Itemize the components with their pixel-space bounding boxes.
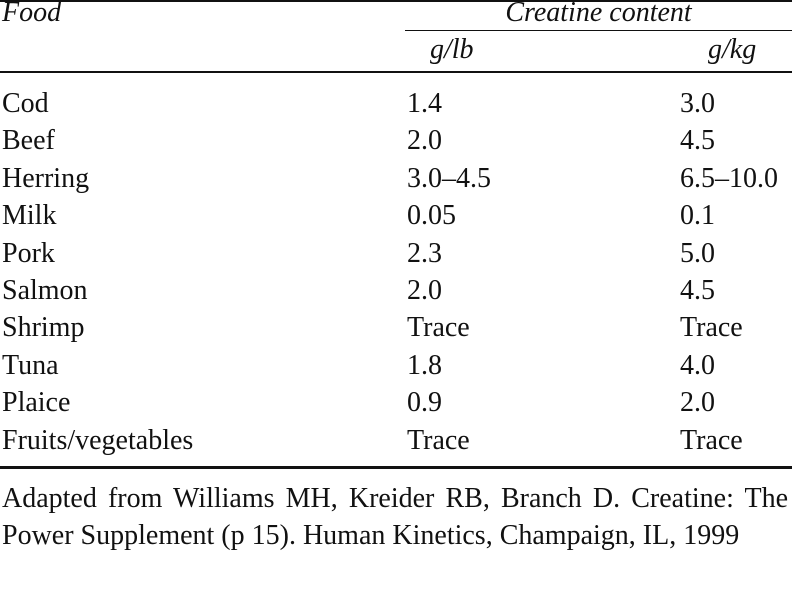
value-cell: 4.5 xyxy=(680,125,715,157)
food-cell: Fruits/vegetables xyxy=(2,424,194,456)
food-cell: Pork xyxy=(2,237,55,269)
value-cell: 2.0 xyxy=(407,125,442,157)
food-cell: Tuna xyxy=(2,349,59,381)
value-cell: 2.0 xyxy=(680,387,715,419)
value-cell: 4.0 xyxy=(680,349,715,381)
group-rule xyxy=(405,30,792,31)
value-cell: 5.0 xyxy=(680,237,715,269)
value-cell: 3.0–4.5 xyxy=(407,162,491,194)
unit-header: g/lb xyxy=(430,34,474,65)
column-header: Food xyxy=(2,0,62,28)
food-cell: Salmon xyxy=(2,275,88,306)
value-cell: 3.0 xyxy=(680,88,715,119)
group-header: Creatine content xyxy=(505,0,692,28)
value-cell: Trace xyxy=(407,424,470,456)
value-cell: 1.4 xyxy=(407,88,442,119)
value-cell: 2.0 xyxy=(407,275,442,306)
value-cell: 0.9 xyxy=(407,387,442,419)
food-cell: Milk xyxy=(2,200,57,232)
value-cell: Trace xyxy=(680,312,743,344)
food-cell: Plaice xyxy=(2,387,71,419)
food-cell: Beef xyxy=(2,125,55,157)
footnote: Adapted from Williams MH, Kreider RB, Br… xyxy=(2,483,788,551)
bottom-rule xyxy=(0,466,792,469)
value-cell: 0.05 xyxy=(407,200,456,232)
food-cell: Herring xyxy=(2,162,90,194)
unit-header: g/kg xyxy=(708,34,757,65)
food-cell: Shrimp xyxy=(2,312,85,344)
value-cell: Trace xyxy=(680,424,743,456)
value-cell: 0.1 xyxy=(680,200,715,232)
value-cell: 4.5 xyxy=(680,275,715,306)
value-cell: 6.5–10.0 xyxy=(680,162,778,194)
food-cell: Cod xyxy=(2,88,49,119)
value-cell: 1.8 xyxy=(407,349,442,381)
value-cell: Trace xyxy=(407,312,470,344)
header-rule xyxy=(0,71,792,73)
top-rule xyxy=(0,0,792,2)
value-cell: 2.3 xyxy=(407,237,442,269)
